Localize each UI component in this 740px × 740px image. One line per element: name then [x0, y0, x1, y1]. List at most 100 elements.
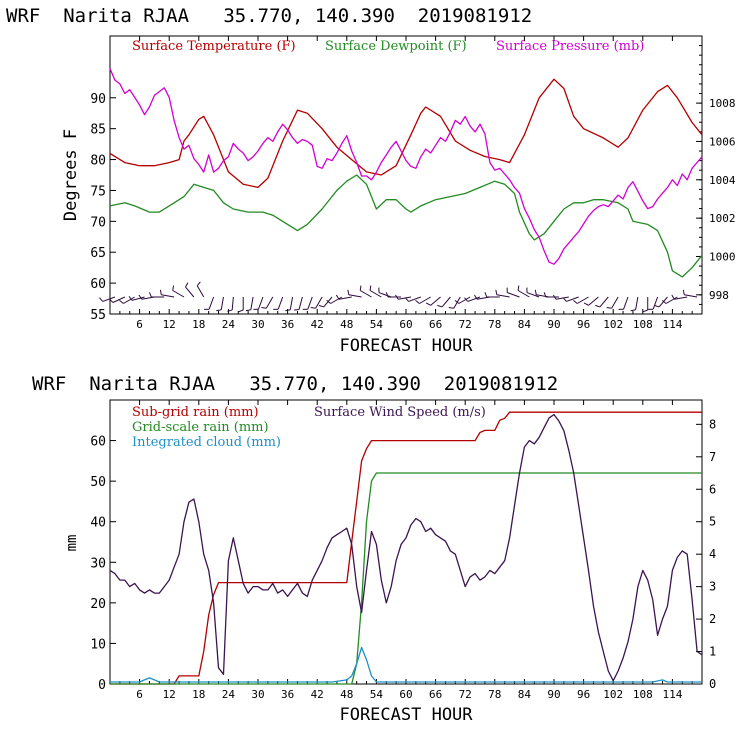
y2-tick-label: 1000: [709, 250, 736, 263]
y-tick-label: 0: [98, 678, 106, 693]
x-tick-label: 84: [518, 318, 532, 331]
wind-barb: [566, 296, 579, 302]
x-tick-label: 12: [163, 318, 176, 331]
y2-tick-label: 7: [709, 450, 716, 464]
y2-tick-label: 1002: [709, 212, 736, 225]
wind-barb: [577, 296, 589, 304]
wind-barb-feather: [385, 292, 389, 298]
y-tick-label: 55: [90, 308, 106, 323]
y2-tick-label: 1: [709, 645, 716, 659]
y2-tick-label: 3: [709, 580, 716, 594]
y2-tick-label: 8: [709, 417, 716, 431]
series-line-0: [109, 78, 703, 189]
wind-barb-feather: [128, 296, 133, 301]
x-tick-label: 6: [136, 688, 143, 701]
wind-barb: [658, 296, 668, 308]
y2-tick-label: 998: [709, 289, 729, 302]
x-tick-label: 12: [163, 688, 176, 701]
y-tick-label: 60: [90, 277, 106, 292]
x-tick-label: 102: [603, 318, 623, 331]
x-tick-label: 24: [222, 688, 236, 701]
wind-barb-feather: [454, 299, 460, 304]
top-x-axis-label: FORECAST HOUR: [339, 336, 473, 356]
x-tick-label: 48: [340, 318, 353, 331]
wind-barb-feather: [369, 285, 372, 291]
wind-barb-feather: [159, 289, 162, 295]
bottom-x-axis-label: FORECAST HOUR: [339, 705, 473, 725]
wind-barb-feather: [654, 304, 660, 308]
wind-barb: [250, 296, 254, 310]
wind-barb-feather: [109, 298, 114, 303]
wind-barb-feather: [318, 304, 324, 308]
series-line-1: [110, 472, 702, 685]
wind-barb-feather: [573, 299, 578, 304]
x-tick-label: 18: [192, 318, 205, 331]
y2-tick-label: 5: [709, 515, 716, 529]
wind-barb: [298, 296, 303, 310]
wind-barb: [315, 296, 323, 309]
wind-barb-feather: [583, 302, 589, 306]
y2-tick-label: 2: [709, 612, 716, 626]
wind-barb: [265, 296, 274, 309]
x-tick-label: 30: [251, 688, 264, 701]
wind-barbs: [99, 281, 698, 313]
wind-barb: [599, 296, 609, 308]
x-tick-label: 90: [547, 688, 560, 701]
wind-barb-feather: [448, 307, 454, 309]
wind-barb-feather: [261, 307, 267, 309]
series-line-3: [109, 413, 703, 682]
legend-surface-dewpoint: Surface Dewpoint (F): [325, 39, 467, 54]
top-axes: 6 12 18 24 30 36 42 48 54 60 66 72 78 84 90 96 102 108 114…: [90, 35, 736, 331]
x-tick-label: 72: [459, 318, 472, 331]
x-tick-label: 36: [281, 688, 294, 701]
wind-barb: [258, 296, 264, 310]
wind-barb: [674, 296, 688, 300]
x-tick-label: 90: [547, 318, 560, 331]
legend-surface-pressure: Surface Pressure (mb): [496, 39, 644, 54]
wind-barb-feather: [172, 285, 174, 291]
series-line-2: [109, 68, 703, 265]
x-tick-label: 6: [136, 318, 143, 331]
legend-integrated-cloud: Integrated cloud (mm): [132, 435, 281, 450]
wind-barb: [330, 296, 343, 304]
wind-barb: [277, 296, 284, 310]
y2-tick-label: 0: [709, 677, 716, 691]
bottom-series: [109, 411, 703, 685]
y-tick-label: 90: [90, 92, 106, 107]
top-chart-title: WRF Narita RJAA 35.770, 140.390 20190819…: [6, 5, 532, 27]
wind-barb-feather: [552, 294, 557, 300]
y2-tick-label: 1006: [709, 135, 736, 148]
wind-barb-feather: [245, 309, 251, 312]
x-tick-label: 114: [662, 688, 682, 701]
wind-barb: [185, 286, 195, 298]
x-tick-label: 78: [488, 318, 501, 331]
wind-barb: [102, 296, 116, 302]
wind-barb-feather: [404, 297, 409, 302]
wind-barb: [172, 290, 185, 298]
wind-barb-feather: [437, 304, 443, 308]
wind-barb: [359, 290, 372, 298]
y-tick-label: 20: [90, 597, 106, 612]
wind-barb-feather: [671, 294, 675, 300]
wind-barb: [348, 294, 362, 298]
x-tick-label: 66: [429, 688, 442, 701]
legend-sub-grid-rain: Sub-grid rain (mm): [132, 405, 259, 420]
wind-barb-feather: [606, 307, 612, 309]
wind-barb-feather: [335, 294, 340, 300]
wind-barb: [307, 296, 313, 310]
y-tick-label: 80: [90, 154, 106, 169]
wind-barb-feather: [148, 292, 152, 298]
x-tick-label: 66: [429, 318, 442, 331]
x-tick-label: 84: [518, 688, 532, 701]
wind-barb: [378, 292, 392, 298]
wind-barb: [220, 296, 224, 310]
y-tick-label: 75: [90, 184, 106, 199]
wind-barb-feather: [517, 285, 520, 291]
x-tick-label: 96: [577, 318, 590, 331]
wind-barb: [231, 296, 234, 310]
x-tick-label: 60: [399, 318, 412, 331]
x-tick-label: 60: [399, 688, 412, 701]
wind-barb: [611, 296, 619, 309]
legend-grid-scale-rain: Grid-scale rain (mm): [132, 420, 269, 435]
y-tick-label: 85: [90, 123, 106, 138]
